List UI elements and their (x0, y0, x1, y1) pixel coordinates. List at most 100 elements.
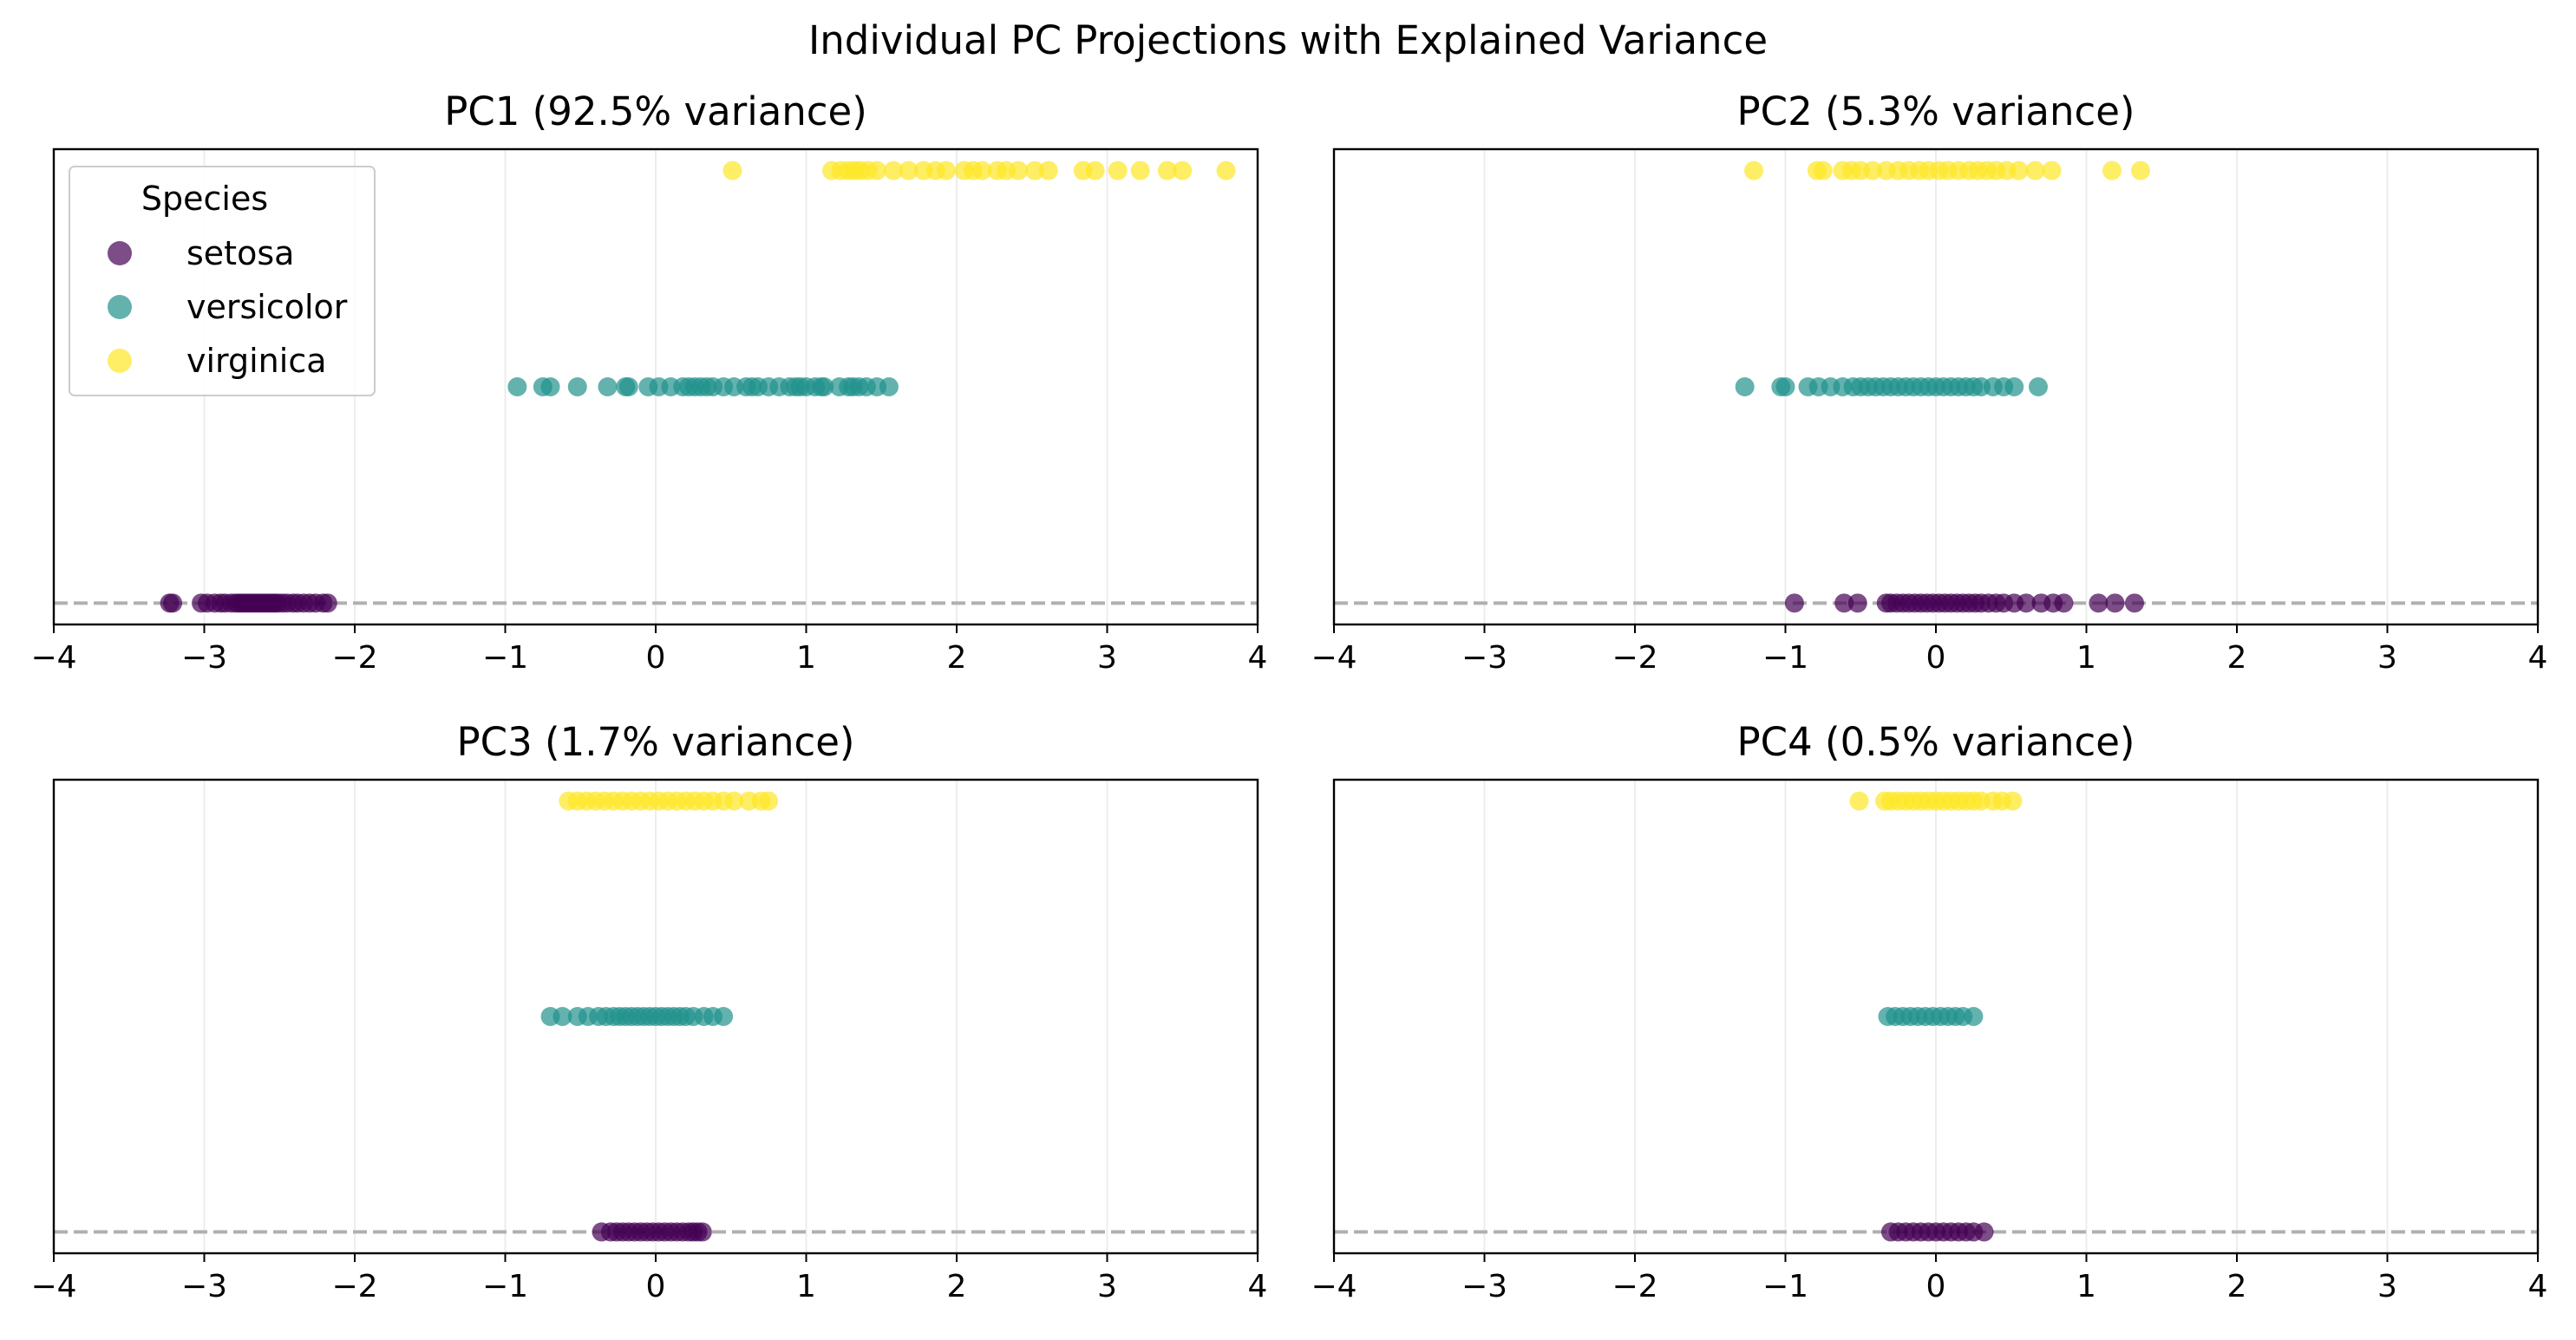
x-tick-label: −4 (30, 640, 76, 676)
point-virginica (2102, 160, 2122, 180)
point-virginica (1813, 160, 1833, 180)
legend-marker-versicolor (108, 295, 132, 319)
panel-title: PC2 (5.3% variance) (1737, 88, 2135, 134)
point-setosa (163, 593, 183, 613)
point-setosa (2125, 593, 2145, 613)
point-virginica (722, 160, 742, 180)
series-versicolor (1735, 377, 2048, 396)
x-tick-label: 1 (2076, 640, 2096, 676)
legend-marker-virginica (108, 349, 132, 373)
x-tick-label: 3 (2377, 640, 2397, 676)
point-virginica (2042, 160, 2062, 180)
x-tick-label: −1 (1762, 640, 1808, 676)
point-setosa (1974, 1222, 1994, 1242)
x-tick-label: −1 (482, 1269, 528, 1304)
series-setosa (1784, 593, 2145, 613)
panels-container: −4 −3 −2 −1 0 1 2 3 4 PC1 (92.5% variance) −4 −3 −2 −… (30, 88, 2547, 1304)
x-tick-label: 0 (1926, 640, 1946, 676)
x-tick-label: −1 (482, 640, 528, 676)
point-virginica (899, 160, 919, 180)
legend-marker-setosa (108, 241, 132, 265)
series-setosa (160, 593, 337, 613)
point-virginica (1863, 160, 1883, 180)
x-tick-label: −2 (331, 1269, 377, 1304)
series-virginica (1849, 791, 2023, 811)
point-versicolor (598, 377, 618, 396)
x-tick-label: 2 (947, 1269, 967, 1304)
point-virginica (2003, 791, 2023, 811)
point-virginica (1744, 160, 1764, 180)
point-setosa (317, 593, 337, 613)
x-tick-label: −4 (1311, 640, 1357, 676)
panel-pc2: −4 −3 −2 −1 0 1 2 3 4 PC2 (5.3% variance) (1311, 88, 2547, 676)
point-versicolor (714, 1007, 734, 1026)
series-virginica (722, 160, 1236, 180)
legend-label-virginica: virginica (186, 342, 327, 380)
legend-label-setosa: setosa (186, 234, 294, 272)
panel-pc1: −4 −3 −2 −1 0 1 2 3 4 PC1 (92.5% variance) (30, 88, 1267, 676)
point-versicolor (540, 377, 560, 396)
point-virginica (724, 791, 744, 811)
point-versicolor (1964, 1007, 1984, 1026)
x-tick-label: 2 (2227, 640, 2247, 676)
panel-pc4: −4 −3 −2 −1 0 1 2 3 4 PC4 (0.5% variance) (1311, 719, 2547, 1304)
point-versicolor (2028, 377, 2048, 396)
panel-title: PC1 (92.5% variance) (444, 88, 867, 134)
point-versicolor (507, 377, 527, 396)
x-tick-label: 2 (947, 640, 967, 676)
x-tick-label: −2 (331, 640, 377, 676)
x-tick-label: −2 (1612, 640, 1657, 676)
point-virginica (972, 160, 992, 180)
point-virginica (884, 160, 904, 180)
series-versicolor (1878, 1007, 1984, 1026)
point-virginica (1108, 160, 1128, 180)
x-tick-label: 3 (1097, 640, 1117, 676)
x-tick-label: 1 (2076, 1269, 2096, 1304)
point-versicolor (879, 377, 899, 396)
panel-pc3: −4 −3 −2 −1 0 1 2 3 4 PC3 (1.7% variance) (30, 719, 1267, 1304)
point-versicolor (1775, 377, 1795, 396)
x-tick-label: 1 (796, 640, 816, 676)
figure-suptitle: Individual PC Projections with Explained… (808, 17, 1768, 63)
point-setosa (1834, 593, 1854, 613)
legend-box (69, 166, 376, 396)
point-setosa (2105, 593, 2125, 613)
x-tick-label: −1 (1762, 1269, 1808, 1304)
x-tick-label: 0 (646, 1269, 666, 1304)
point-setosa (1847, 593, 1867, 613)
point-versicolor (552, 1007, 572, 1026)
point-virginica (1038, 160, 1058, 180)
point-virginica (1085, 160, 1105, 180)
x-tick-label: 1 (796, 1269, 816, 1304)
panel-title: PC3 (1.7% variance) (457, 719, 855, 765)
series-setosa (592, 1222, 712, 1242)
x-tick-label: 4 (1248, 1269, 1268, 1304)
point-setosa (2017, 593, 2037, 613)
point-versicolor (618, 377, 638, 396)
point-versicolor (1735, 377, 1755, 396)
legend-title: Species (141, 180, 268, 218)
point-virginica (1173, 160, 1193, 180)
x-tick-label: 3 (2377, 1269, 2397, 1304)
point-versicolor (567, 377, 587, 396)
point-virginica (1216, 160, 1236, 180)
point-virginica (2025, 160, 2045, 180)
point-virginica (1130, 160, 1150, 180)
series-setosa (1880, 1222, 1994, 1242)
x-tick-label: −4 (1311, 1269, 1357, 1304)
point-virginica (936, 160, 956, 180)
x-tick-label: −4 (30, 1269, 76, 1304)
point-virginica (2130, 160, 2150, 180)
point-virginica (2009, 160, 2029, 180)
x-tick-label: −3 (181, 640, 227, 676)
x-tick-label: −3 (1461, 640, 1507, 676)
point-setosa (2089, 593, 2109, 613)
x-tick-label: 0 (1926, 1269, 1946, 1304)
point-virginica (1849, 791, 1869, 811)
point-virginica (1025, 160, 1045, 180)
x-tick-label: −3 (181, 1269, 227, 1304)
x-tick-label: −3 (1461, 1269, 1507, 1304)
legend: Species setosa versicolor virginica (69, 166, 376, 396)
